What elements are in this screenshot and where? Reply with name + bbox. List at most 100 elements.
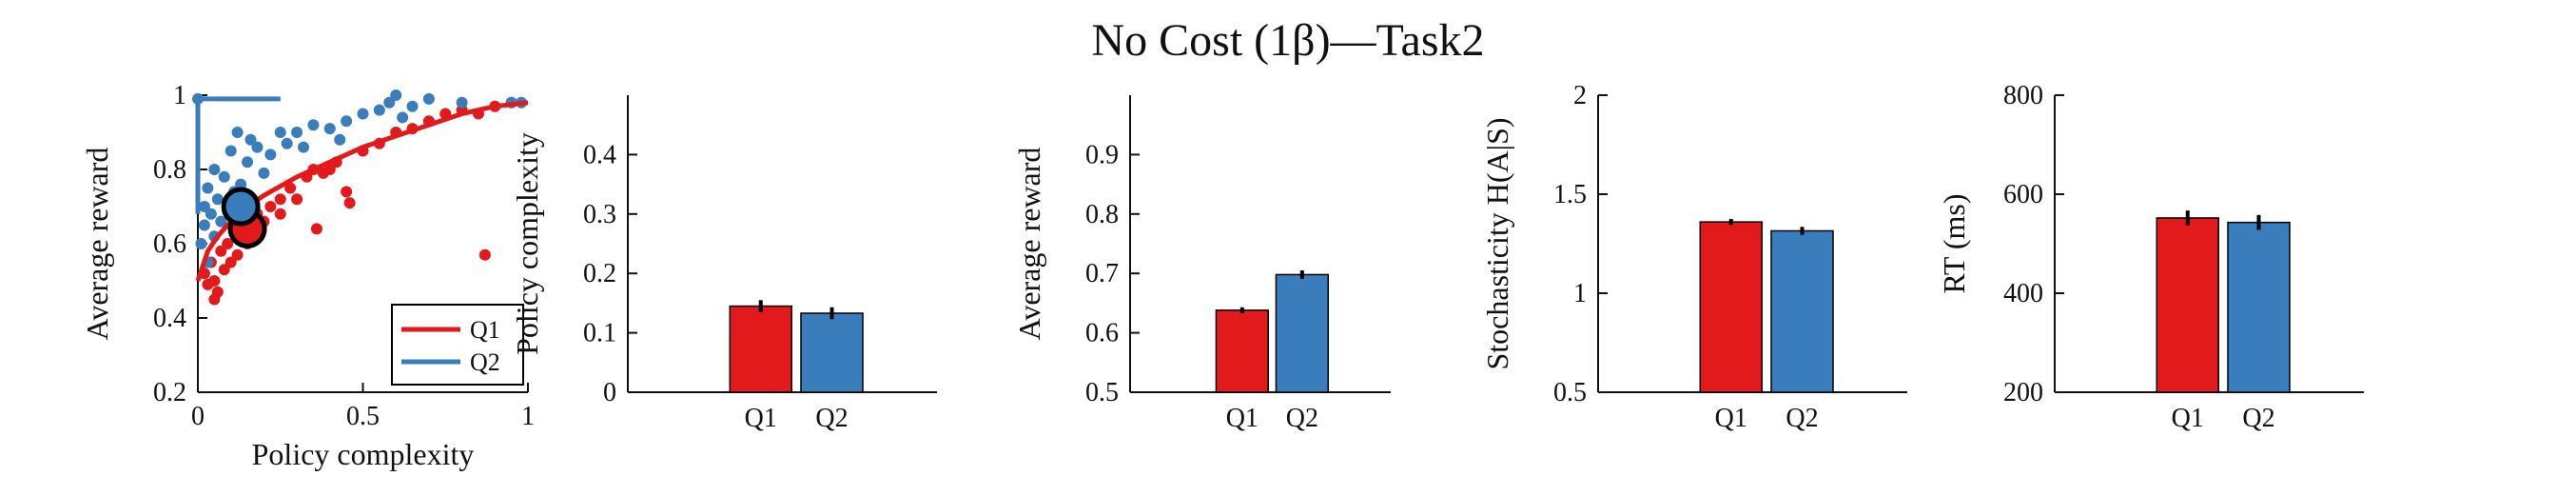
chart-panels: 0.2 0.4 0.6 0.8 1 Average reward 0 0.5 1 Policy c… <box>80 81 2364 471</box>
scatter-point-q2 <box>274 127 286 138</box>
scatter-point-q1 <box>274 193 286 206</box>
scatter-point-q2 <box>198 219 210 231</box>
scatter-point-q1 <box>284 182 297 194</box>
x-tick-label: 0 <box>191 402 205 431</box>
scatter-point-q1 <box>343 197 356 209</box>
scatter-point-q1 <box>323 164 336 175</box>
scatter-point-q2 <box>198 201 210 212</box>
y-tick-label: 0.6 <box>153 229 186 259</box>
bar-q1 <box>2156 217 2219 393</box>
scatter-point-q2 <box>251 141 263 153</box>
bar-q2 <box>1770 229 1834 393</box>
scatter-point-q1 <box>264 201 277 212</box>
scatter-point-q1 <box>291 193 303 206</box>
scatter-point-q2 <box>357 108 369 120</box>
y-tick-label: 0.8 <box>153 155 186 185</box>
scatter-point-q1 <box>224 256 237 268</box>
y-axis-title: Policy complexity <box>510 132 544 355</box>
scatter-point-q2 <box>373 104 385 116</box>
chart-3: 0.5 0.6 0.7 0.8 0.9 Average reward Q1 Q2 <box>1012 95 1391 433</box>
scatter-point-q2 <box>397 111 409 124</box>
scatter-point-q2 <box>211 193 224 206</box>
scatter-point-q2 <box>205 208 217 220</box>
scatter-point-q2 <box>235 178 247 190</box>
scatter-point-q1 <box>218 264 230 276</box>
bar-q1 <box>1215 309 1269 393</box>
bar-q1 <box>1699 221 1763 393</box>
scatter-point-q2 <box>258 167 270 179</box>
x-tick-label: Q2 <box>2242 404 2274 433</box>
scatter-point-q2 <box>202 182 214 194</box>
chart-5: 200 400 600 800 RT (ms) Q1 Q2 <box>1937 81 2364 433</box>
scatter-point-q1 <box>208 293 221 306</box>
y-tick-label: 0.5 <box>1553 378 1587 407</box>
scatter-point-q2 <box>264 149 277 161</box>
y-tick-label: 1 <box>173 81 186 110</box>
scatter-point-q2 <box>406 100 419 112</box>
y-tick-label: 0.2 <box>583 259 616 288</box>
scatter-point-q2 <box>242 156 254 169</box>
x-axis-title: Policy complexity <box>252 437 475 471</box>
scatter-point-q1 <box>208 275 221 287</box>
fit-curve-q1 <box>195 100 529 282</box>
bar-q2 <box>2227 221 2291 393</box>
x-tick-label: Q2 <box>1286 404 1318 433</box>
scatter-point-q1 <box>215 245 227 257</box>
y-tick-label: 200 <box>2003 378 2043 407</box>
scatter-point-q2 <box>281 137 293 149</box>
scatter-point-q1 <box>222 238 234 249</box>
y-tick-label: 0.5 <box>1085 378 1119 407</box>
y-tick-label: 400 <box>2003 279 2043 308</box>
scatter-point-q2 <box>231 127 244 138</box>
scatter-point-q1 <box>478 248 491 261</box>
y-tick-label: 0.6 <box>1085 319 1119 348</box>
y-tick-label: 0.9 <box>1085 140 1119 169</box>
x-tick-label: Q1 <box>2172 404 2204 433</box>
figure-title: No Cost (1β)—Task2 <box>1091 15 1484 66</box>
scatter-point-q2 <box>195 238 207 249</box>
chart-2: 0 0.1 0.2 0.3 0.4 Policy complexity Q1 Q2 <box>510 95 937 433</box>
chart-4: 0.5 1 1.5 2 Stochasticity H(A|S) Q1 Q2 <box>1480 81 1907 433</box>
y-tick-label: 0.4 <box>153 304 186 333</box>
bar-q1 <box>729 305 792 393</box>
y-tick-label: 0.4 <box>583 140 616 169</box>
x-tick-label: Q1 <box>1226 404 1259 433</box>
scatter-point-q1 <box>310 223 322 235</box>
legend-label: Q2 <box>470 348 500 376</box>
mean-marker-q2 <box>221 187 261 227</box>
x-tick-label: 1 <box>521 402 535 431</box>
y-tick-label: 1.5 <box>1553 180 1587 209</box>
y-tick-label: 0.1 <box>583 319 616 348</box>
scatter-point-q2 <box>390 89 402 101</box>
scatter-point-q2 <box>307 119 320 131</box>
scatter-point-q2 <box>456 96 468 109</box>
scatter-point-q2 <box>334 133 346 146</box>
chart-1: 0.2 0.4 0.6 0.8 1 Average reward 0 0.5 1 Policy c… <box>80 81 535 471</box>
y-axis-title: Average reward <box>80 148 114 341</box>
scatter-point-q2 <box>298 141 310 153</box>
scatter-point-q1 <box>341 186 353 198</box>
x-tick-label: Q1 <box>745 404 777 433</box>
y-tick-label: 0.2 <box>153 378 186 407</box>
y-tick-label: 1 <box>1573 279 1587 308</box>
scatter-point-q2 <box>218 170 230 183</box>
y-tick-label: 0.3 <box>583 200 616 229</box>
y-axis-title: RT (ms) <box>1937 193 1971 293</box>
scatter-point-q2 <box>341 115 353 128</box>
y-tick-label: 0.7 <box>1085 259 1119 288</box>
scatter-point-q2 <box>323 123 336 135</box>
y-axis-title: Stochasticity H(A|S) <box>1480 117 1514 369</box>
x-tick-label: 0.5 <box>346 402 380 431</box>
scatter-point-q2 <box>244 133 257 146</box>
scatter-point-q2 <box>208 164 221 175</box>
y-tick-label: 600 <box>2003 180 2043 209</box>
x-tick-label: Q2 <box>1786 404 1818 433</box>
bar-q2 <box>800 312 864 393</box>
x-tick-label: Q2 <box>815 404 848 433</box>
scatter-point-q2 <box>224 145 237 157</box>
legend-label: Q1 <box>470 316 500 344</box>
scatter-point-q1 <box>274 208 286 220</box>
scatter-point-q1 <box>231 248 244 261</box>
